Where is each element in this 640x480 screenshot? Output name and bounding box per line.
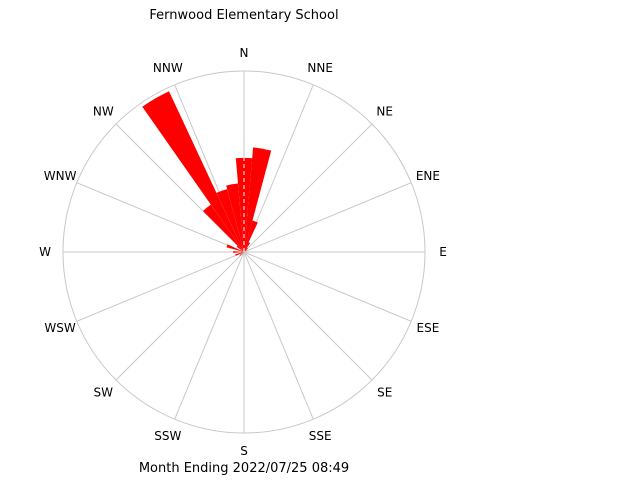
wind-bar-320 [203, 204, 244, 252]
wind-bar-350 [226, 183, 244, 252]
wind-bar-310 [236, 245, 244, 252]
direction-label-ne: NE [376, 104, 393, 118]
direction-label-e: E [439, 245, 447, 259]
chart-title: Fernwood Elementary School [149, 8, 338, 23]
direction-label-sse: SSE [309, 429, 332, 443]
wind-bar-230 [239, 252, 244, 256]
direction-label-n: N [240, 46, 249, 60]
spoke-wsw [76, 251, 245, 322]
wind-bar-270 [233, 251, 244, 253]
wind-bar-330 [142, 91, 244, 252]
wind-bar-290 [226, 244, 244, 252]
direction-label-se: SE [377, 386, 392, 400]
direction-label-nne: NNE [307, 61, 333, 75]
spoke-ssw [174, 251, 245, 420]
spoke-ne [243, 123, 373, 253]
direction-label-s: S [240, 444, 248, 458]
direction-label-sw: SW [94, 386, 114, 400]
wind-bar-0 [235, 157, 253, 252]
wind-bar-20 [244, 220, 258, 252]
direction-label-ssw: SSW [154, 429, 181, 443]
direction-label-ese: ESE [417, 321, 440, 335]
direction-bars [142, 91, 272, 256]
wind-bar-10 [244, 147, 272, 252]
spoke-sw [115, 251, 245, 381]
direction-label-nnw: NNW [153, 61, 183, 75]
direction-label-wnw: WNW [44, 169, 77, 183]
spoke-sse [243, 251, 314, 420]
direction-label-ene: ENE [416, 169, 440, 183]
chart-footer: Month Ending 2022/07/25 08:49 [139, 461, 349, 476]
wind-bar-40 [244, 247, 248, 252]
wind-bar-50 [244, 249, 247, 252]
spoke-ene [243, 182, 412, 253]
wind-bar-340 [216, 189, 244, 252]
spoke-ese [243, 251, 412, 322]
spoke-se [243, 251, 373, 381]
compass-labels: N NNE NE ENE E ESE SE SSE S SSW SW WSW W WNW NW NNW [39, 46, 447, 458]
direction-label-nw: NW [93, 104, 114, 118]
wind-bar-30 [244, 242, 251, 252]
direction-label-w: W [39, 245, 51, 259]
spoke-wnw [76, 182, 245, 253]
wind-bar-250 [235, 252, 244, 256]
direction-label-wsw: WSW [44, 321, 75, 335]
